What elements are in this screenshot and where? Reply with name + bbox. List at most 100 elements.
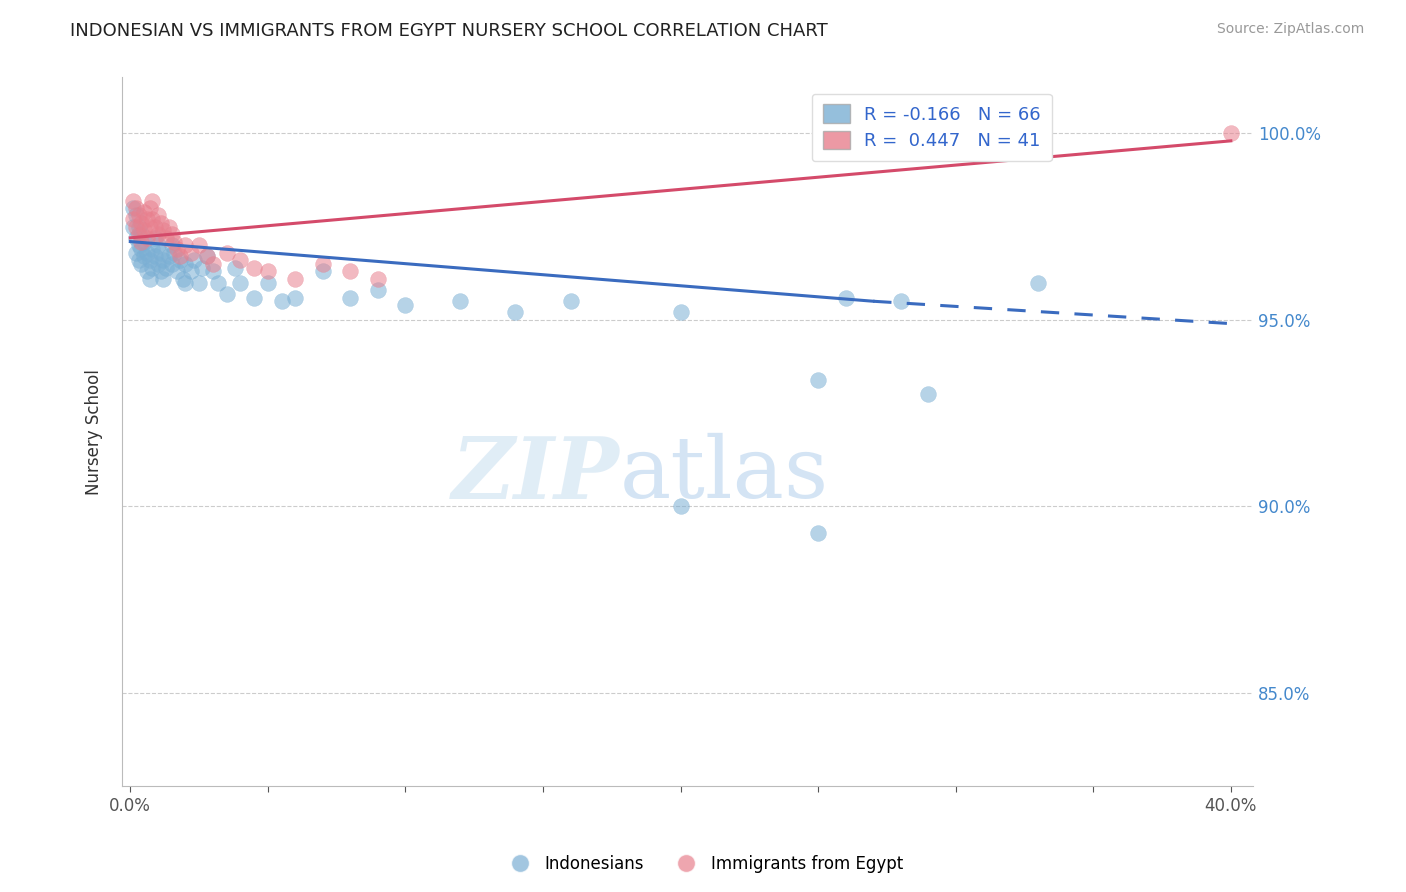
Point	[141, 260, 163, 275]
Point	[166, 242, 188, 256]
Point	[183, 253, 205, 268]
Point	[157, 219, 180, 234]
Point	[174, 276, 197, 290]
Point	[138, 219, 160, 234]
Point	[166, 264, 188, 278]
Point	[143, 219, 166, 234]
Point	[149, 245, 172, 260]
Point	[146, 238, 169, 252]
Text: INDONESIAN VS IMMIGRANTS FROM EGYPT NURSERY SCHOOL CORRELATION CHART: INDONESIAN VS IMMIGRANTS FROM EGYPT NURS…	[70, 22, 828, 40]
Point	[128, 209, 150, 223]
Point	[215, 245, 238, 260]
Point	[195, 250, 218, 264]
Point	[284, 291, 307, 305]
Point	[890, 294, 912, 309]
Point	[1219, 127, 1241, 141]
Point	[146, 257, 169, 271]
Point	[191, 260, 214, 275]
Point	[132, 235, 155, 249]
Point	[125, 219, 148, 234]
Point	[157, 250, 180, 264]
Point	[669, 305, 692, 319]
Point	[122, 194, 145, 208]
Point	[224, 260, 246, 275]
Point	[122, 201, 145, 215]
Point	[201, 257, 224, 271]
Point	[163, 245, 186, 260]
Point	[155, 260, 177, 275]
Point	[160, 227, 183, 241]
Point	[169, 253, 191, 268]
Point	[131, 242, 153, 256]
Text: atlas: atlas	[620, 433, 828, 516]
Point	[152, 223, 174, 237]
Point	[163, 235, 186, 249]
Y-axis label: Nursery School: Nursery School	[86, 369, 103, 495]
Point	[449, 294, 471, 309]
Point	[807, 373, 830, 387]
Point	[128, 238, 150, 252]
Point	[125, 231, 148, 245]
Point	[284, 272, 307, 286]
Point	[257, 264, 280, 278]
Point	[125, 245, 148, 260]
Point	[149, 264, 172, 278]
Point	[169, 250, 191, 264]
Point	[312, 257, 335, 271]
Point	[312, 264, 335, 278]
Point	[143, 231, 166, 245]
Point	[135, 264, 157, 278]
Point	[128, 219, 150, 234]
Point	[834, 291, 856, 305]
Point	[138, 253, 160, 268]
Point	[141, 242, 163, 256]
Point	[1026, 276, 1049, 290]
Point	[367, 283, 389, 297]
Point	[229, 276, 252, 290]
Point	[339, 264, 361, 278]
Point	[160, 238, 183, 252]
Point	[131, 227, 153, 241]
Point	[215, 286, 238, 301]
Point	[135, 212, 157, 227]
Text: Source: ZipAtlas.com: Source: ZipAtlas.com	[1216, 22, 1364, 37]
Text: ZIP: ZIP	[451, 433, 620, 516]
Point	[917, 387, 939, 401]
Point	[270, 294, 292, 309]
Point	[155, 231, 177, 245]
Point	[180, 264, 202, 278]
Point	[141, 194, 163, 208]
Point	[394, 298, 416, 312]
Point	[669, 500, 692, 514]
Legend: Indonesians, Immigrants from Egypt: Indonesians, Immigrants from Egypt	[496, 848, 910, 880]
Point	[560, 294, 582, 309]
Point	[195, 250, 218, 264]
Point	[149, 216, 172, 230]
Point	[807, 525, 830, 540]
Point	[172, 272, 194, 286]
Point	[146, 227, 169, 241]
Legend: R = -0.166   N = 66, R =  0.447   N = 41: R = -0.166 N = 66, R = 0.447 N = 41	[811, 94, 1052, 161]
Point	[243, 291, 266, 305]
Point	[367, 272, 389, 286]
Point	[122, 212, 145, 227]
Point	[141, 212, 163, 227]
Point	[138, 201, 160, 215]
Point	[122, 219, 145, 234]
Point	[131, 216, 153, 230]
Point	[180, 245, 202, 260]
Point	[505, 305, 527, 319]
Point	[207, 276, 229, 290]
Point	[339, 291, 361, 305]
Point	[201, 264, 224, 278]
Point	[143, 250, 166, 264]
Point	[188, 276, 211, 290]
Point	[125, 209, 148, 223]
Point	[138, 272, 160, 286]
Point	[132, 223, 155, 237]
Point	[243, 260, 266, 275]
Point	[135, 231, 157, 245]
Point	[152, 253, 174, 268]
Point	[229, 253, 252, 268]
Point	[135, 245, 157, 260]
